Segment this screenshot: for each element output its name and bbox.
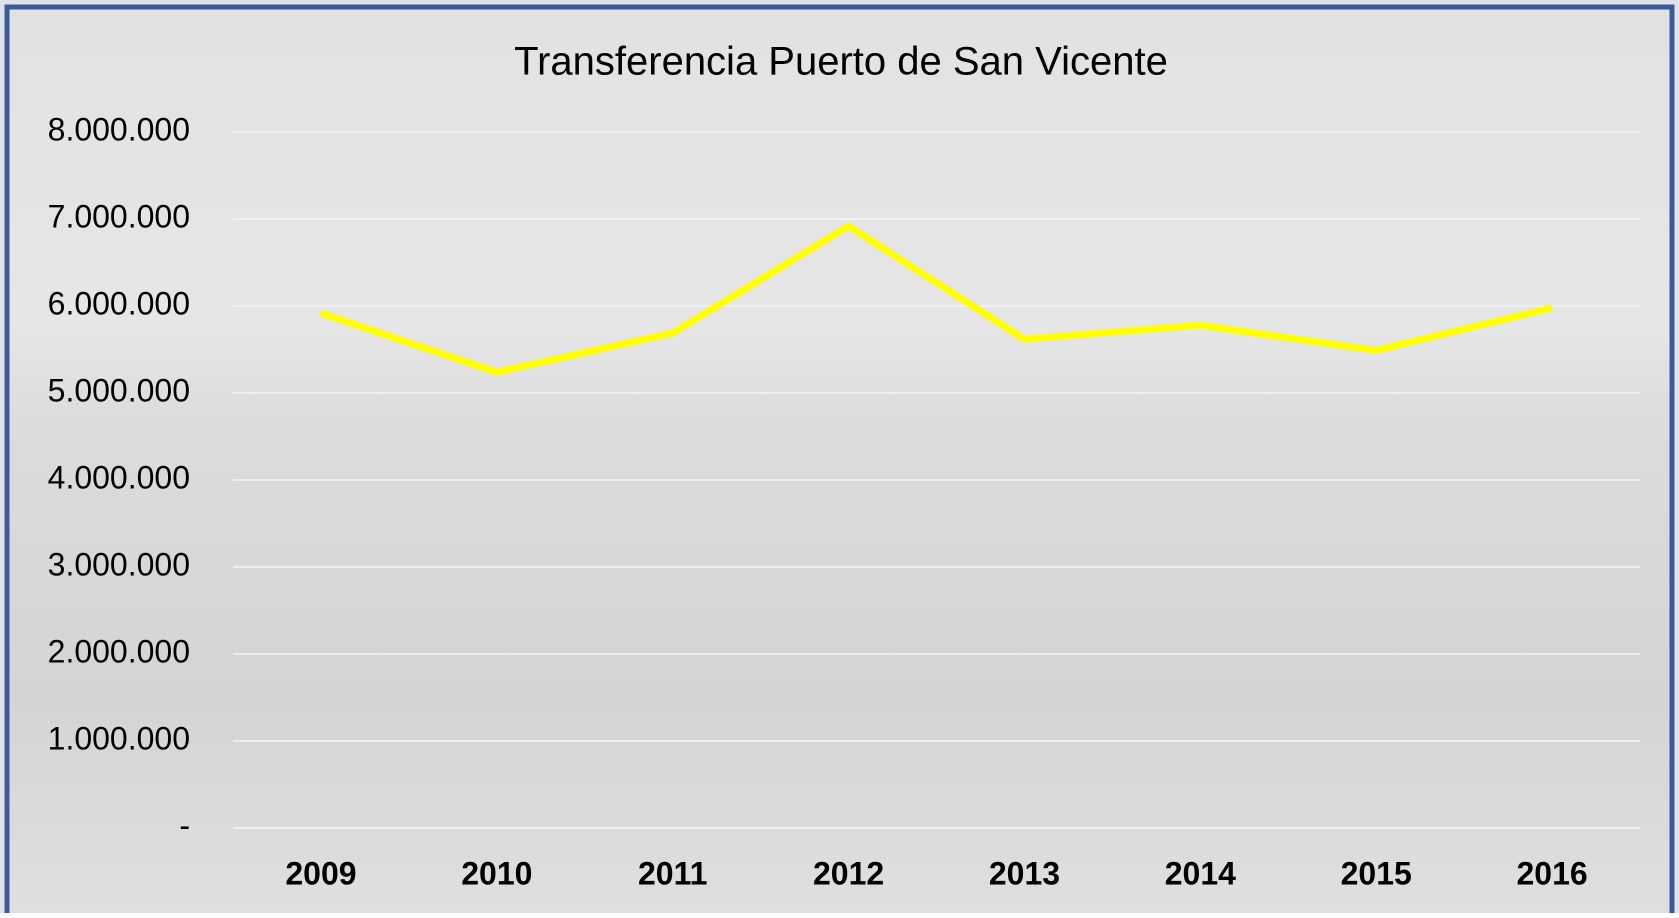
y-tick-label: 8.000.000	[48, 111, 190, 147]
y-tick-label: 2.000.000	[48, 633, 190, 669]
x-tick-label: 2016	[1516, 855, 1587, 891]
y-tick-label: 6.000.000	[48, 285, 190, 321]
y-tick-label: 5.000.000	[48, 372, 190, 408]
x-tick-label: 2014	[1165, 855, 1236, 891]
page: Transferencia Puerto de San Vicente - 1.0…	[0, 0, 1679, 913]
x-tick-label: 2012	[813, 855, 884, 891]
x-tick-label: 2011	[638, 855, 707, 891]
y-tick-label: -	[179, 807, 190, 843]
y-tick-label: 3.000.000	[48, 546, 190, 582]
x-tick-label: 2013	[989, 855, 1060, 891]
x-tick-label: 2010	[461, 855, 532, 891]
y-tick-label: 7.000.000	[48, 198, 190, 234]
y-tick-label: 4.000.000	[48, 459, 190, 495]
y-tick-label: 1.000.000	[48, 720, 190, 756]
chart-title: Transferencia Puerto de San Vicente	[514, 40, 1168, 84]
x-tick-label: 2015	[1341, 855, 1412, 891]
x-tick-label: 2009	[285, 855, 356, 891]
chart: Transferencia Puerto de San Vicente - 1.0…	[0, 0, 1679, 913]
chart-frame	[7, 7, 1672, 913]
